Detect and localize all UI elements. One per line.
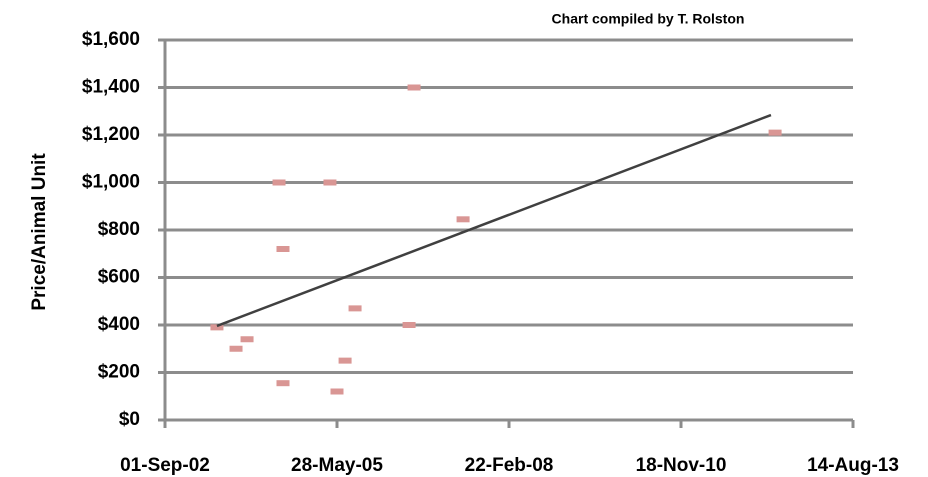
y-tick-label: $1,400: [82, 77, 140, 98]
x-tick-label: 01-Sep-02: [120, 455, 210, 476]
y-tick-label: $1,200: [82, 124, 140, 145]
chart-subtitle: Chart compiled by T. Rolston: [552, 11, 745, 27]
trendline: [216, 113, 772, 328]
y-tick-label: $200: [98, 362, 140, 383]
y-tick-label: $600: [98, 267, 140, 288]
x-tick-label: 18-Nov-10: [636, 455, 727, 476]
y-tick-label: $0: [119, 409, 140, 430]
data-point: [768, 129, 782, 136]
x-tick-label: 28-May-05: [291, 455, 383, 476]
x-tick-label: 22-Feb-08: [465, 455, 554, 476]
x-tick-label: 14-Aug-13: [807, 455, 899, 476]
data-point: [210, 324, 224, 331]
data-point: [276, 380, 290, 387]
data-point: [338, 357, 352, 364]
data-point: [240, 336, 254, 343]
data-point: [407, 84, 421, 91]
y-tick-label: $1,000: [82, 172, 140, 193]
y-tick-label: $800: [98, 219, 140, 240]
y-tick-label: $1,600: [82, 29, 140, 50]
y-tick-label: $400: [98, 314, 140, 335]
data-point: [456, 216, 470, 223]
data-point: [330, 388, 344, 395]
data-point: [402, 322, 416, 328]
data-point: [276, 246, 290, 252]
data-point: [348, 305, 362, 312]
data-point: [272, 179, 286, 186]
data-point: [323, 179, 337, 186]
data-point: [229, 345, 243, 352]
y-axis-title: Price/Animal Unit: [29, 153, 50, 311]
